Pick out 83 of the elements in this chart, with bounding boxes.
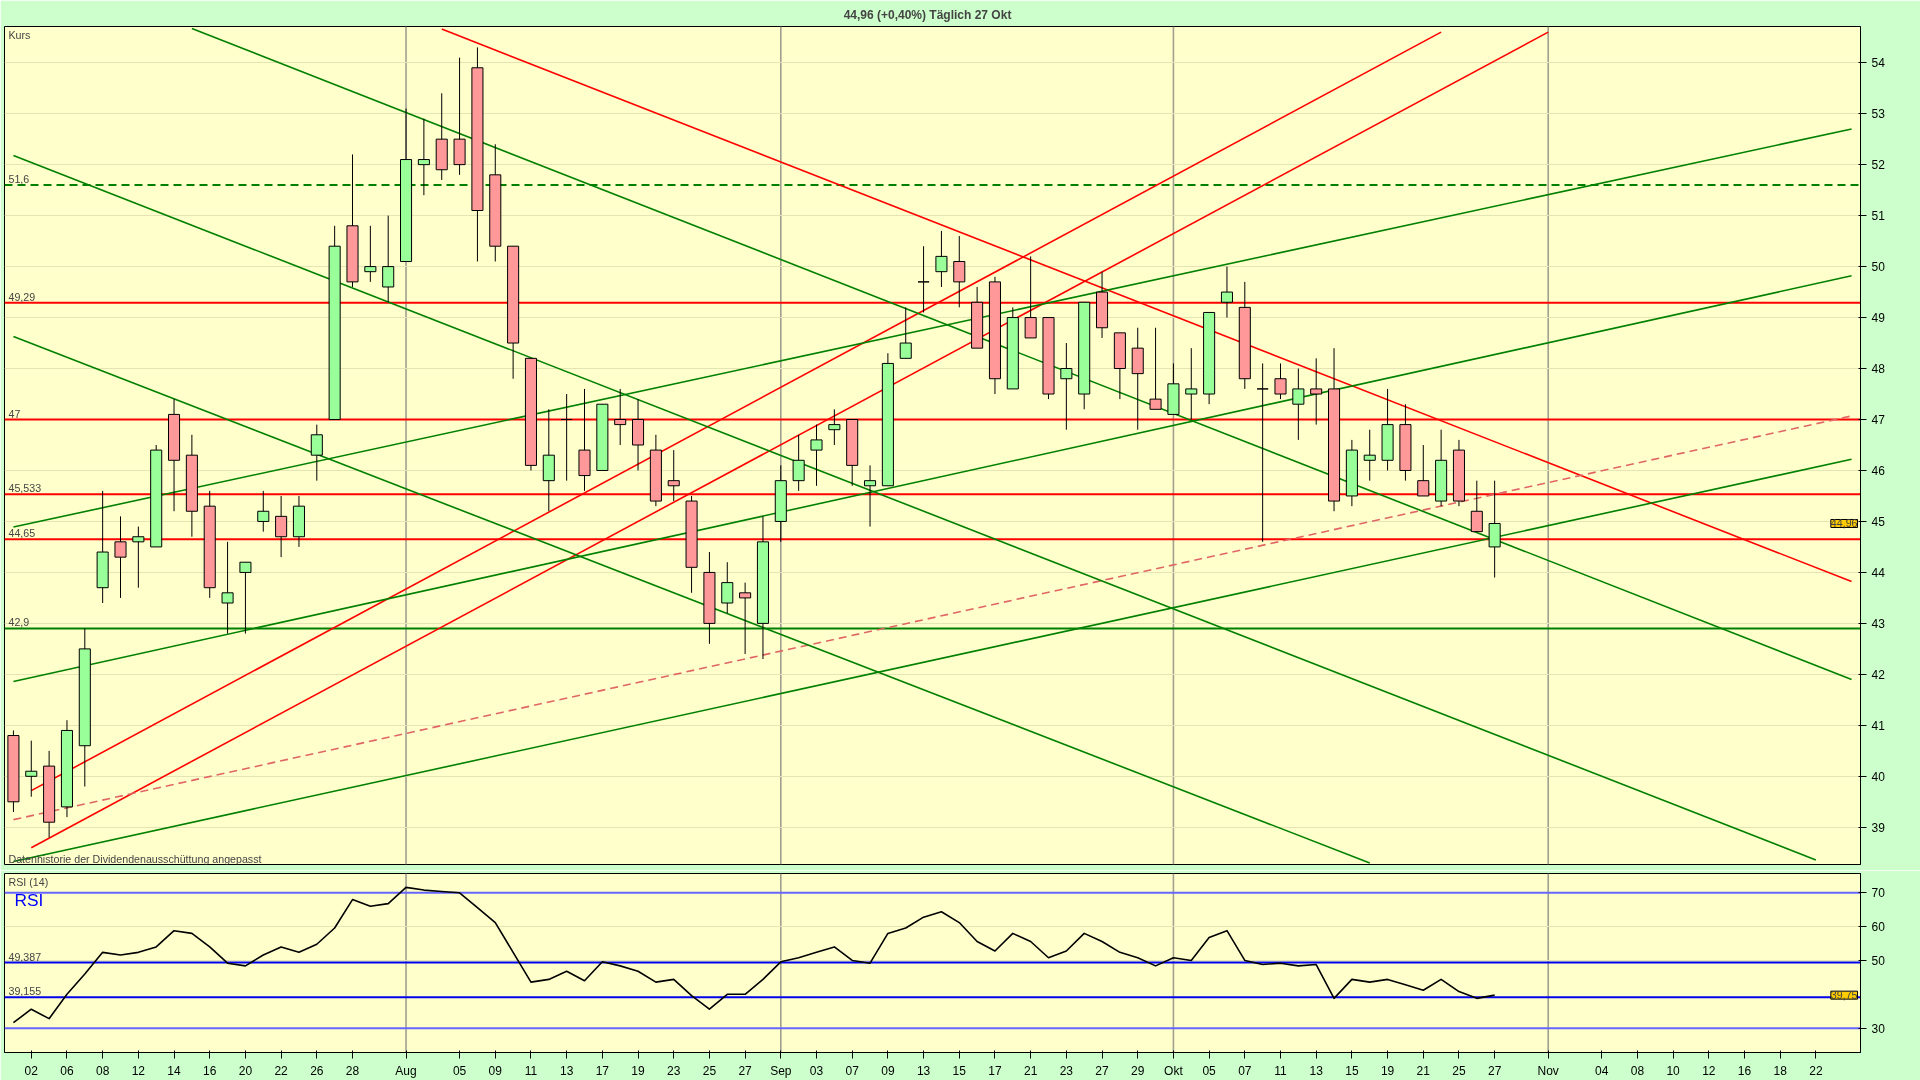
x-tick-label: 15 [952, 1063, 967, 1078]
y-tick-label: 30 [1871, 1021, 1886, 1036]
x-tick-label: 25 [1452, 1063, 1466, 1078]
y-tick-label: 54 [1871, 56, 1886, 71]
y-tick-label: 46 [1871, 463, 1886, 478]
x-tick-label: 23 [1059, 1063, 1074, 1078]
x-tick-label: 05 [452, 1063, 467, 1078]
y-tick-label: 60 [1871, 920, 1886, 935]
y-tick-label: 44 [1871, 565, 1886, 580]
chart-title: 44,96 (+0,40%) Täglich 27 Okt [843, 7, 1012, 22]
x-tick-label: 10 [1666, 1063, 1681, 1078]
x-tick-label: 08 [1630, 1063, 1645, 1078]
x-tick-label: 15 [1345, 1063, 1359, 1078]
annotation: 39,75 [1830, 989, 1858, 1002]
x-tick-label: 22 [274, 1063, 289, 1078]
y-axis-title: Kurs [8, 28, 31, 41]
x-tick-label: 05 [1202, 1063, 1217, 1078]
y-tick-label: 40 [1871, 769, 1886, 784]
x-tick-label: 28 [345, 1063, 360, 1078]
x-tick-label: 09 [881, 1063, 895, 1078]
x-tick-label: 11 [524, 1063, 538, 1078]
y-tick-label: 43 [1871, 616, 1886, 631]
y-tick-label: 42 [1871, 667, 1886, 682]
x-tick-label: 25 [702, 1063, 717, 1078]
y-tick-label: 48 [1871, 362, 1886, 377]
x-tick-label: 02 [24, 1063, 39, 1078]
x-tick-label: 12 [131, 1063, 146, 1078]
x-tick-label: 27 [738, 1063, 753, 1078]
x-tick-label: 27 [1487, 1063, 1502, 1078]
y-tick-label: 70 [1871, 886, 1886, 901]
x-tick-label: 17 [988, 1063, 1002, 1078]
y-tick-label: 47 [1871, 413, 1886, 427]
x-tick-label: Sep [770, 1063, 792, 1078]
y-tick-label: 51 [1871, 209, 1886, 224]
x-tick-label: 21 [1023, 1063, 1038, 1078]
y-tick-label: 49 [1871, 311, 1886, 326]
x-tick-label: 13 [916, 1063, 931, 1078]
x-tick-label: 29 [1131, 1063, 1145, 1078]
chart-title: RSI (14) [8, 875, 49, 888]
y-tick-label: 39 [1871, 820, 1886, 835]
x-tick-label: 19 [1380, 1063, 1395, 1078]
annotation: 44,96 [1830, 517, 1858, 530]
x-tick-label: 07 [1238, 1063, 1252, 1078]
x-tick-label: 13 [1309, 1063, 1324, 1078]
x-tick-label: 26 [310, 1063, 324, 1078]
x-tick-label: Nov [1537, 1063, 1559, 1078]
ref-line-label: 44,65 [8, 527, 36, 540]
x-tick-label: 09 [488, 1063, 503, 1078]
x-tick-label: Okt [1164, 1063, 1184, 1078]
annotation: RSI [14, 889, 44, 910]
x-tick-label: 08 [95, 1063, 110, 1078]
y-tick-label: 50 [1871, 260, 1886, 275]
x-tick-label: 23 [667, 1063, 681, 1078]
x-tick-label: Aug [395, 1063, 417, 1078]
ref-line-label: 47 [8, 407, 21, 420]
ref-line-label: 42,9 [8, 616, 30, 629]
x-tick-label: 06 [60, 1063, 74, 1078]
x-tick-label: 19 [631, 1063, 646, 1078]
y-tick-label: 45 [1871, 514, 1886, 529]
ref-line-label: 49,387 [8, 950, 42, 963]
x-tick-label: 04 [1595, 1063, 1609, 1078]
y-tick-label: 53 [1871, 107, 1886, 122]
x-tick-label: 22 [1809, 1063, 1823, 1078]
x-tick-label: 11 [1274, 1063, 1288, 1078]
x-tick-label: 27 [1095, 1063, 1110, 1078]
ref-line-label: 45,533 [8, 482, 42, 495]
y-tick-label: 50 [1871, 953, 1886, 968]
x-tick-label: 13 [559, 1063, 574, 1078]
x-tick-label: 16 [203, 1063, 217, 1078]
y-tick-label: 41 [1871, 718, 1886, 733]
x-tick-label: 07 [845, 1063, 860, 1078]
x-tick-label: 21 [1416, 1063, 1431, 1078]
x-tick-label: 17 [595, 1063, 610, 1078]
x-tick-label: 14 [167, 1063, 182, 1078]
x-tick-label: 18 [1773, 1063, 1788, 1078]
ref-line-label: 39,155 [8, 985, 42, 998]
y-tick-label: 52 [1871, 158, 1886, 173]
x-tick-label: 12 [1702, 1063, 1716, 1078]
x-tick-label: 16 [1737, 1063, 1752, 1078]
x-tick-label: 03 [809, 1063, 824, 1078]
ref-line-label: 49,29 [8, 290, 36, 303]
x-tick-label: 20 [238, 1063, 253, 1078]
ref-line-label: 51,6 [8, 173, 30, 186]
